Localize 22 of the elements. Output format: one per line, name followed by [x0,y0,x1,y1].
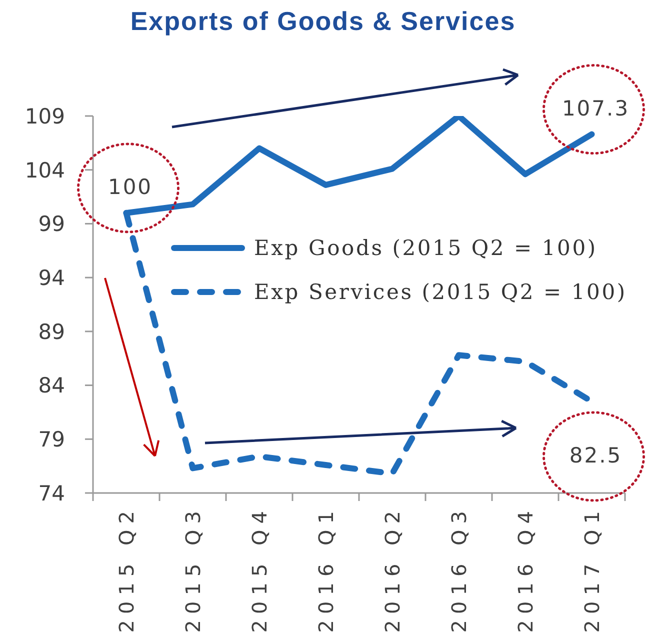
x-tick-label: 2016 Q4 [513,505,538,633]
y-tick-label: 79 [38,428,65,452]
x-tick-label: 2016 Q2 [380,505,404,633]
y-tick-label: 89 [38,320,65,344]
y-tick-label: 109 [24,104,65,128]
y-tick-label: 94 [38,266,65,290]
y-tick-label: 104 [24,158,65,182]
annotation: 82.5 [569,443,622,468]
chart-title: Exports of Goods & Services [129,6,517,37]
x-tick-label: 2015 Q3 [180,505,205,633]
legend-label: Exp Goods (2015 Q2 = 100) [254,236,598,260]
x-tick-label: 2016 Q1 [314,505,338,633]
x-tick-label: 2015 Q4 [247,505,272,633]
x-tick-label: 2017 Q1 [580,505,604,633]
y-tick-label: 84 [38,374,65,398]
annotation: 107.3 [562,96,630,120]
x-tick-label: 2015 Q2 [114,505,138,633]
x-tick-label: 2016 Q3 [446,505,471,633]
y-tick-label: 74 [38,481,65,506]
annotation: 100 [108,174,153,199]
legend-label: Exp Services (2015 Q2 = 100) [254,280,627,304]
y-tick-label: 99 [38,212,65,236]
